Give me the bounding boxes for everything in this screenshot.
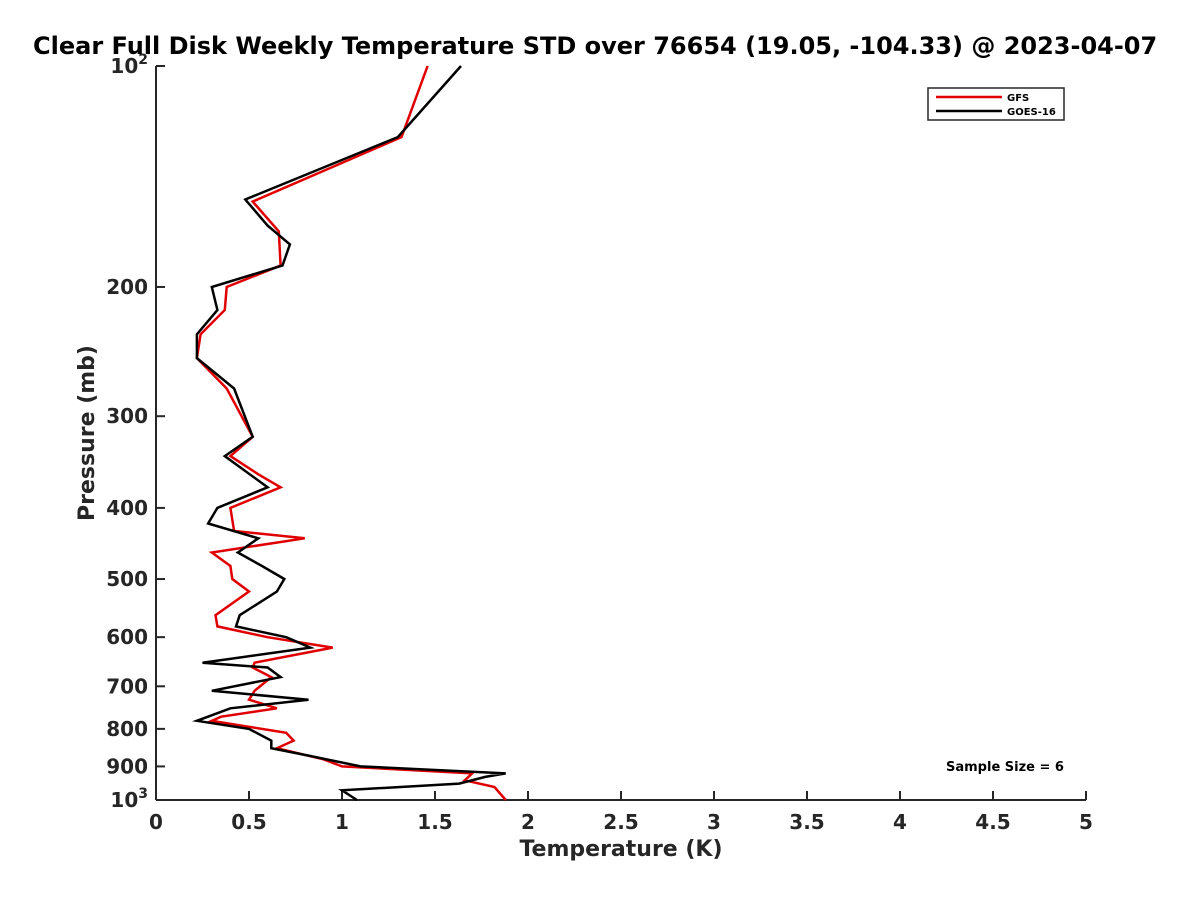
x-tick-label: 0 xyxy=(149,810,163,834)
chart-title: Clear Full Disk Weekly Temperature STD o… xyxy=(33,32,1157,60)
series-line-goes16 xyxy=(191,65,506,802)
y-tick-label: 200 xyxy=(106,275,148,299)
legend: GFS GOES-16 xyxy=(927,87,1065,121)
y-tick-label: 103 xyxy=(110,786,148,812)
x-tick-label: 3.5 xyxy=(789,810,824,834)
x-tick-label: 2 xyxy=(521,810,535,834)
y-tick-label: 300 xyxy=(106,404,148,428)
y-tick-label: 400 xyxy=(106,496,148,520)
x-tick-label: 3 xyxy=(707,810,721,834)
x-tick-label: 2.5 xyxy=(603,810,638,834)
legend-box xyxy=(927,87,1065,121)
series-layer xyxy=(191,65,507,802)
x-tick-label: 0.5 xyxy=(231,810,266,834)
plot-area: 102 200 300 400 500 600 700 800 900 103 0 0.5 1 1.5 2… xyxy=(106,52,1093,834)
y-tick-label: 600 xyxy=(106,625,148,649)
x-tick-label: 4 xyxy=(893,810,907,834)
x-tick-label: 1 xyxy=(335,810,349,834)
y-tick-label: 500 xyxy=(106,567,148,591)
sample-size-annotation: Sample Size = 6 xyxy=(946,760,1064,775)
x-tick-label: 4.5 xyxy=(975,810,1010,834)
y-ticks: 102 200 300 400 500 600 700 800 900 103 xyxy=(106,52,165,812)
x-tick-label: 5 xyxy=(1079,810,1093,834)
y-tick-label: 102 xyxy=(110,52,148,78)
series-line-gfs xyxy=(195,65,507,801)
x-ticks: 0 0.5 1 1.5 2 2.5 3 3.5 4 4.5 5 xyxy=(149,791,1093,834)
y-tick-label: 900 xyxy=(106,754,148,778)
x-tick-label: 1.5 xyxy=(417,810,452,834)
x-axis-label: Temperature (K) xyxy=(519,837,722,862)
y-tick-label: 800 xyxy=(106,717,148,741)
y-tick-label: 700 xyxy=(106,674,148,698)
legend-label-gfs: GFS xyxy=(1007,93,1029,104)
y-axis-label: Pressure (mb) xyxy=(75,345,100,521)
legend-label-goes16: GOES-16 xyxy=(1007,107,1056,118)
